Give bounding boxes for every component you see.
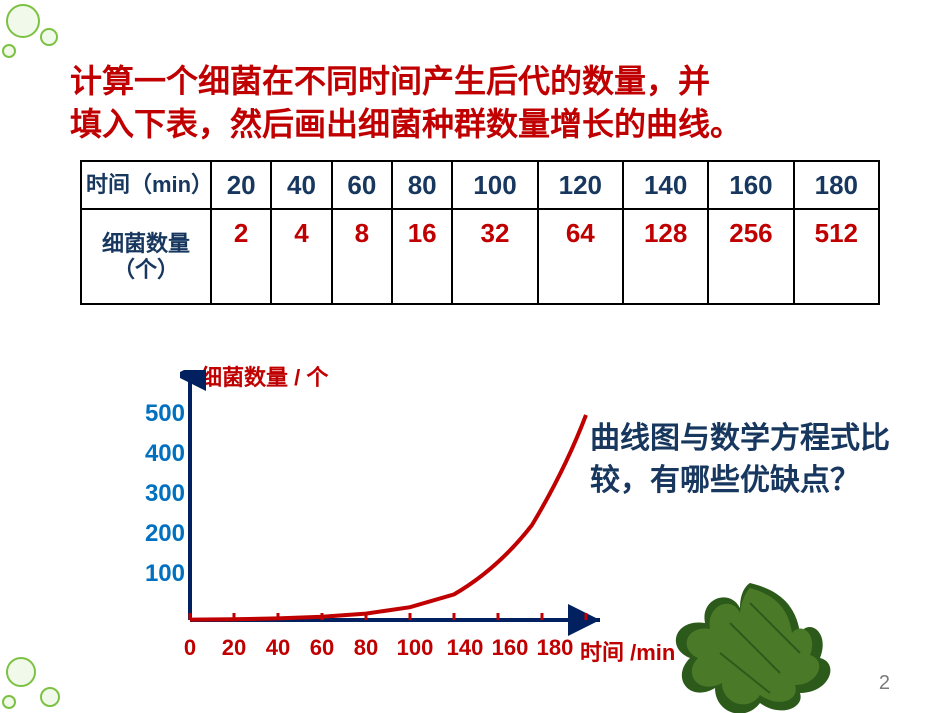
- count-cell: 16: [392, 209, 452, 304]
- time-cell: 60: [332, 161, 392, 209]
- count-cell: 4: [271, 209, 331, 304]
- bubble-deco: [2, 695, 16, 709]
- count-cell: 2: [211, 209, 271, 304]
- ytick: 400: [85, 440, 185, 468]
- time-cell: 40: [271, 161, 331, 209]
- time-cell: 180: [794, 161, 879, 209]
- count-cell: 8: [332, 209, 392, 304]
- slide-number: 2: [879, 672, 890, 695]
- table-count-row: 细菌数量（个） 2 4 8 16 32 64 128 256 512: [81, 209, 879, 304]
- bubble-deco: [6, 657, 36, 687]
- xtick: 40: [258, 635, 298, 661]
- count-cell: 64: [538, 209, 623, 304]
- count-cell: 32: [452, 209, 537, 304]
- bubble-deco: [40, 28, 58, 46]
- bubble-deco: [2, 44, 16, 58]
- ytick: 100: [85, 560, 185, 588]
- time-header: 时间（min）: [81, 161, 211, 209]
- xtick: 20: [214, 635, 254, 661]
- xtick: 80: [346, 635, 386, 661]
- leaf-deco: [660, 563, 840, 713]
- ytick: 200: [85, 520, 185, 548]
- chart-x-axis-label: 时间 /min: [580, 635, 675, 667]
- xtick: 100: [390, 635, 440, 661]
- count-cell: 128: [623, 209, 708, 304]
- time-cell: 120: [538, 161, 623, 209]
- bacteria-table: 时间（min） 20 40 60 80 100 120 140 160 180 …: [80, 160, 880, 305]
- slide-title: 计算一个细菌在不同时间产生后代的数量，并 填入下表，然后画出细菌种群数量增长的曲…: [70, 60, 900, 146]
- ytick: 300: [85, 480, 185, 508]
- discussion-question: 曲线图与数学方程式比较，有哪些优缺点？: [590, 418, 930, 502]
- time-cell: 20: [211, 161, 271, 209]
- xtick: 160: [485, 635, 535, 661]
- count-cell: 256: [708, 209, 793, 304]
- ytick: 500: [85, 400, 185, 428]
- title-line-2: 填入下表，然后画出细菌种群数量增长的曲线。: [70, 106, 742, 142]
- growth-chart: 细菌数量 / 个 500 400 300 200 100: [80, 360, 640, 670]
- xtick: 180: [530, 635, 580, 661]
- chart-svg: [180, 370, 610, 640]
- table-header-row: 时间（min） 20 40 60 80 100 120 140 160 180: [81, 161, 879, 209]
- time-cell: 80: [392, 161, 452, 209]
- bubble-deco: [6, 4, 40, 38]
- time-cell: 140: [623, 161, 708, 209]
- bubble-deco: [40, 687, 60, 707]
- title-line-1: 计算一个细菌在不同时间产生后代的数量，并: [70, 63, 710, 99]
- time-cell: 160: [708, 161, 793, 209]
- xtick: 140: [440, 635, 490, 661]
- time-cell: 100: [452, 161, 537, 209]
- count-cell: 512: [794, 209, 879, 304]
- xtick: 60: [302, 635, 342, 661]
- count-header: 细菌数量（个）: [81, 209, 211, 304]
- growth-curve: [190, 415, 586, 620]
- xtick: 0: [170, 635, 210, 661]
